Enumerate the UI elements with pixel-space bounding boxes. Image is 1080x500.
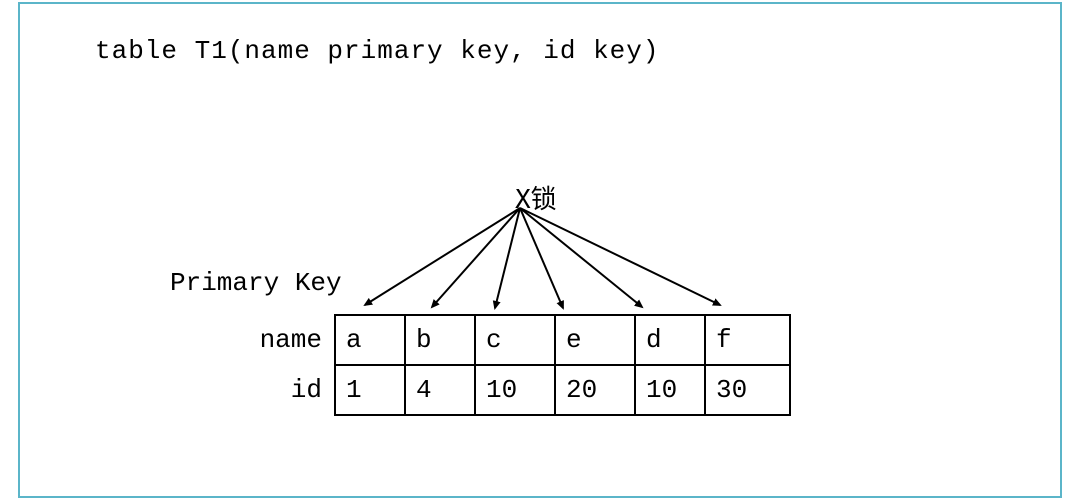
data-table-container: name a b c e d f id 1 4 10 20 10 30 <box>240 314 791 416</box>
table-cell: d <box>635 315 705 365</box>
table-row: id 1 4 10 20 10 30 <box>240 365 790 415</box>
table-row: name a b c e d f <box>240 315 790 365</box>
diagram-frame: table T1(name primary key, id key) X锁 Pr… <box>18 2 1062 498</box>
table-cell: 10 <box>635 365 705 415</box>
row-label-id: id <box>240 365 335 415</box>
table-cell: 4 <box>405 365 475 415</box>
table-cell: 10 <box>475 365 555 415</box>
x-lock-label: X锁 <box>515 179 557 216</box>
table-cell: 30 <box>705 365 790 415</box>
table-cell: f <box>705 315 790 365</box>
table-cell: 20 <box>555 365 635 415</box>
row-label-name: name <box>240 315 335 365</box>
table-definition-title: table T1(name primary key, id key) <box>95 36 660 66</box>
table-cell: b <box>405 315 475 365</box>
primary-key-label: Primary Key <box>170 268 342 298</box>
table-cell: 1 <box>335 365 405 415</box>
table-cell: c <box>475 315 555 365</box>
table-cell: a <box>335 315 405 365</box>
table-cell: e <box>555 315 635 365</box>
data-table: name a b c e d f id 1 4 10 20 10 30 <box>240 314 791 416</box>
